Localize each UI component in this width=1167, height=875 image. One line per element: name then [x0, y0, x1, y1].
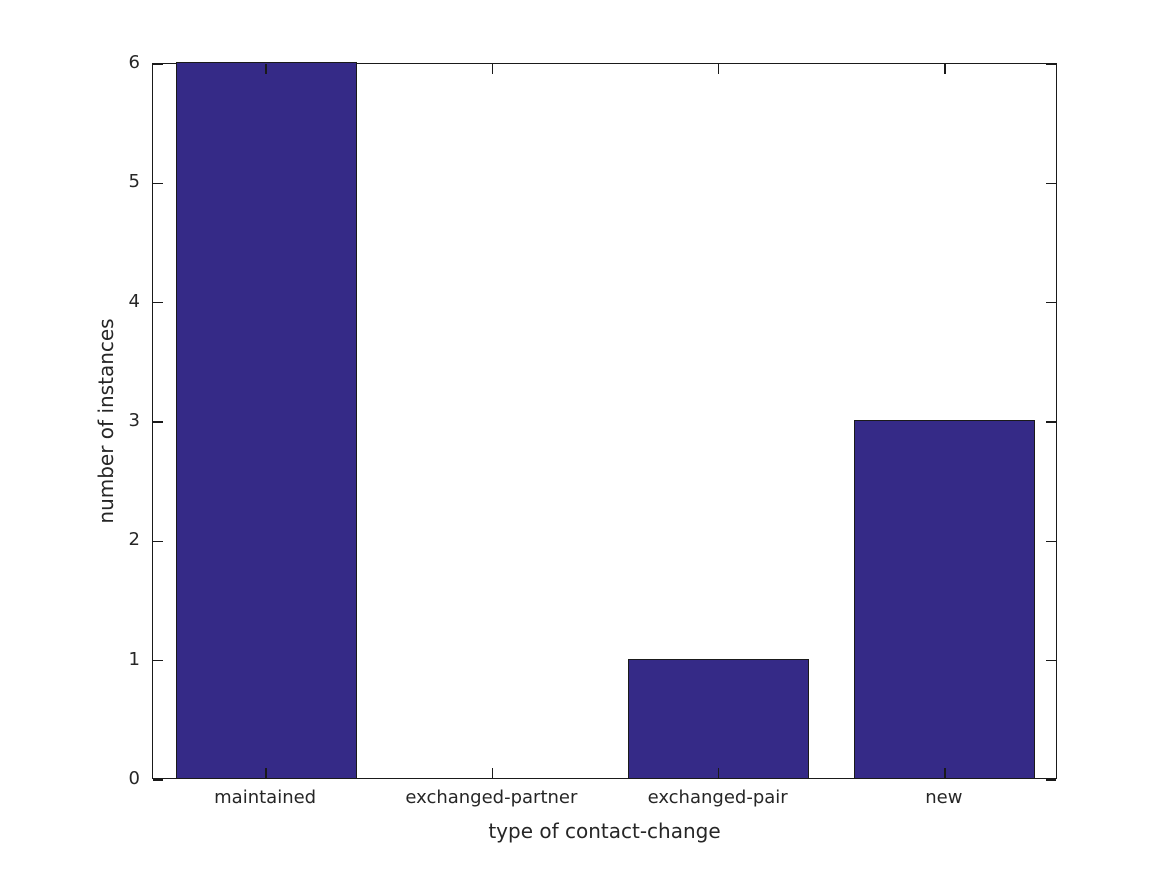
y-tick-right: [1046, 779, 1056, 781]
x-tick-bottom: [265, 768, 267, 778]
x-tick-top: [265, 64, 267, 74]
y-tick-label: 4: [128, 290, 140, 312]
bar-maintained: [175, 62, 357, 778]
x-tick-label-new: new: [925, 787, 963, 808]
x-tick-top: [717, 64, 720, 74]
y-tick-right: [1046, 659, 1056, 662]
x-tick-label-exchanged-partner: exchanged-partner: [405, 787, 578, 808]
x-tick-bottom: [491, 768, 494, 778]
y-tick-right: [1046, 301, 1056, 304]
x-tick-label-maintained: maintained: [214, 787, 317, 808]
x-tick-bottom: [717, 768, 720, 778]
y-tick-right: [1046, 540, 1056, 543]
x-tick-top: [944, 64, 946, 74]
y-tick-left: [153, 779, 163, 781]
x-tick-label-exchanged-pair: exchanged-pair: [647, 787, 788, 808]
y-tick-left: [153, 182, 163, 185]
y-tick-label: 6: [128, 52, 140, 74]
y-tick-label: 1: [128, 648, 140, 670]
y-tick-right: [1046, 182, 1056, 185]
y-tick-left: [153, 301, 163, 304]
y-tick-right: [1046, 63, 1056, 65]
bar-exchanged-pair: [628, 658, 810, 778]
x-tick-bottom: [944, 768, 946, 778]
bar-new: [854, 420, 1036, 778]
x-axis-title: type of contact-change: [488, 819, 721, 843]
x-tick-top: [491, 64, 494, 74]
y-tick-left: [153, 659, 163, 662]
y-tick-label: 5: [128, 171, 140, 193]
y-tick-left: [153, 63, 163, 65]
y-tick-left: [153, 540, 163, 543]
y-tick-right: [1046, 421, 1056, 423]
plot-area: [152, 62, 1057, 781]
y-tick-label: 3: [128, 410, 140, 432]
y-tick-left: [153, 421, 163, 423]
y-tick-label: 0: [128, 768, 140, 790]
y-tick-label: 2: [128, 529, 140, 551]
